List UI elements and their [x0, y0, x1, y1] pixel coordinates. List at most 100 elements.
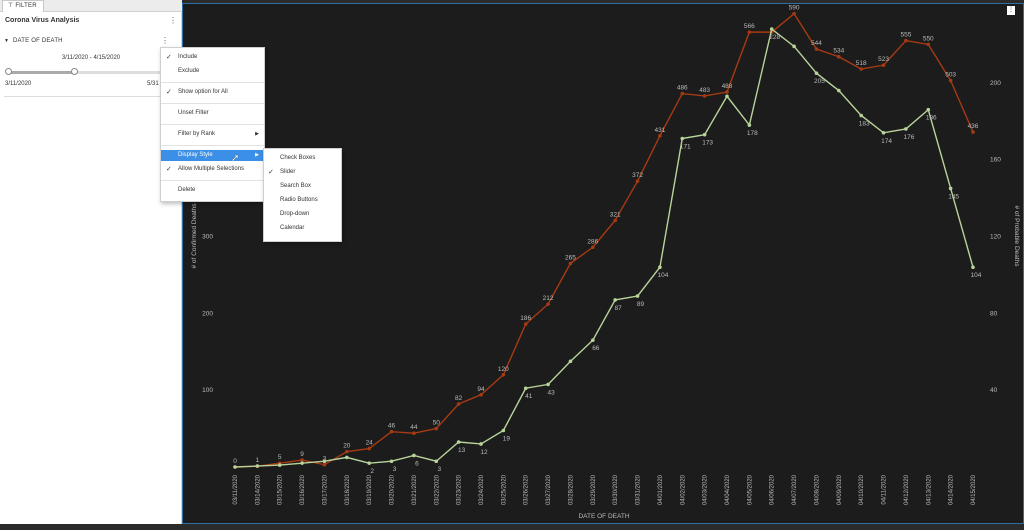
data-label: 104 [657, 272, 668, 279]
data-label: 89 [637, 301, 645, 308]
data-point [300, 461, 304, 465]
data-point [926, 42, 931, 47]
x-tick-label: 03/22/2020 [434, 474, 440, 505]
data-label: 2 [370, 468, 374, 475]
data-point [680, 91, 685, 96]
style-option-search-box[interactable]: Search Box [264, 180, 341, 193]
y-left-tick-label: 300 [202, 234, 213, 241]
y-left-tick-label: 100 [202, 387, 213, 394]
data-point [904, 127, 908, 131]
data-label: 590 [789, 5, 800, 12]
data-label: 486 [677, 85, 688, 92]
x-tick-label: 04/15/2020 [971, 474, 977, 505]
style-option-drop-down[interactable]: Drop-down [264, 208, 341, 221]
mouse-cursor-icon: ➚ [231, 153, 240, 164]
tab-filter-label: FILTER [15, 3, 37, 9]
slider-min-label: 3/11/2020 [5, 81, 32, 87]
x-tick-label: 03/24/2020 [479, 474, 485, 505]
menu-divider [161, 145, 264, 146]
panel-menu-icon[interactable]: ⋮ [169, 16, 177, 25]
x-tick-label: 04/01/2020 [658, 474, 664, 505]
data-label: 9 [300, 451, 304, 458]
data-label: 5 [278, 454, 282, 461]
style-option-calendar[interactable]: Calendar [264, 222, 341, 235]
data-point [456, 440, 461, 444]
menu-item-allow-multiple[interactable]: ✓ Allow Multiple Selections [161, 164, 264, 175]
x-tick-label: 04/04/2020 [725, 474, 731, 505]
data-label: 66 [592, 345, 600, 352]
data-point [546, 382, 550, 387]
collapse-caret-icon[interactable]: ▼ [4, 38, 9, 44]
menu-item-delete[interactable]: Delete [161, 185, 264, 196]
data-label: 483 [699, 87, 710, 94]
submenu-arrow-icon: ▶ [255, 131, 259, 137]
data-label: 3 [393, 466, 397, 473]
data-label: 145 [948, 193, 959, 200]
x-tick-label: 03/16/2020 [300, 474, 306, 505]
y-right-tick-label: 160 [990, 157, 1001, 164]
data-label: 488 [722, 83, 733, 90]
x-tick-label: 04/02/2020 [680, 474, 686, 505]
data-point [971, 265, 975, 270]
date-slider-track[interactable] [8, 71, 178, 74]
option-label: Drop-down [280, 211, 310, 217]
menu-label: Display Style [178, 152, 213, 158]
menu-item-display-style[interactable]: Display Style ▶ [161, 150, 264, 161]
data-label: 436 [968, 123, 979, 130]
menu-item-exclude[interactable]: Exclude [161, 66, 264, 77]
data-label: 178 [747, 130, 758, 137]
data-label: 431 [654, 127, 665, 134]
line-chart: DATE OF DEATH # of Confirmed Deaths # of P… [191, 5, 1020, 520]
filter-menu-icon[interactable]: ⋮ [161, 36, 169, 45]
data-label: 534 [833, 48, 844, 55]
x-tick-label: 04/06/2020 [770, 474, 776, 505]
submenu-arrow-icon: ▶ [255, 152, 259, 158]
data-point [389, 459, 394, 464]
data-point [322, 459, 327, 464]
series-line-1 [234, 12, 974, 468]
menu-label: Show option for All [178, 89, 228, 95]
data-label: 173 [702, 140, 713, 147]
x-tick-label: 04/13/2020 [926, 474, 932, 505]
menu-item-include[interactable]: ✓ Include [161, 52, 264, 63]
data-point [568, 261, 573, 266]
menu-item-filter-by-rank[interactable]: Filter by Rank ▶ [161, 129, 264, 140]
data-point [635, 179, 640, 183]
data-label: 176 [903, 134, 914, 141]
data-point [389, 429, 394, 434]
context-menu: ✓ Include Exclude ✓ Show option for All Un… [160, 47, 265, 202]
tab-filter[interactable]: ⊤ FILTER [2, 0, 44, 12]
filter-panel [0, 0, 182, 524]
data-point [233, 465, 237, 469]
data-point [523, 322, 528, 326]
x-tick-label: 03/27/2020 [546, 474, 552, 505]
style-option-radio-buttons[interactable]: Radio Buttons [264, 194, 341, 207]
slider-end-handle[interactable] [71, 68, 78, 75]
data-label: 1 [256, 457, 260, 464]
style-option-check-boxes[interactable]: Check Boxes [264, 152, 341, 165]
slider-start-handle[interactable] [5, 68, 12, 75]
data-point [792, 11, 796, 16]
data-point [769, 27, 774, 31]
data-point [434, 459, 439, 464]
data-point [658, 134, 662, 138]
x-axis-title: DATE OF DEATH [578, 513, 629, 520]
data-point [814, 47, 819, 51]
menu-item-unset-filter[interactable]: Unset Filter [161, 108, 264, 119]
menu-item-show-all[interactable]: ✓ Show option for All [161, 87, 264, 98]
data-label: 19 [503, 436, 511, 443]
data-point [345, 455, 349, 460]
chart-options-icon[interactable]: ⋮ [1007, 6, 1015, 15]
style-option-slider[interactable]: ✓ Slider [264, 166, 341, 179]
data-point [501, 428, 506, 433]
option-label: Check Boxes [280, 155, 316, 161]
filter-tab-bar: ⊤ FILTER [0, 0, 182, 12]
data-point [322, 462, 327, 467]
check-icon: ✓ [166, 54, 172, 61]
x-tick-label: 03/21/2020 [412, 474, 418, 505]
filter-title: DATE OF DEATH [13, 38, 63, 44]
x-tick-label: 04/14/2020 [949, 474, 955, 505]
x-tick-label: 03/23/2020 [457, 474, 463, 505]
x-tick-label: 03/26/2020 [524, 474, 530, 505]
y-axis-right-title: # of Probable Deaths [1013, 205, 1020, 267]
